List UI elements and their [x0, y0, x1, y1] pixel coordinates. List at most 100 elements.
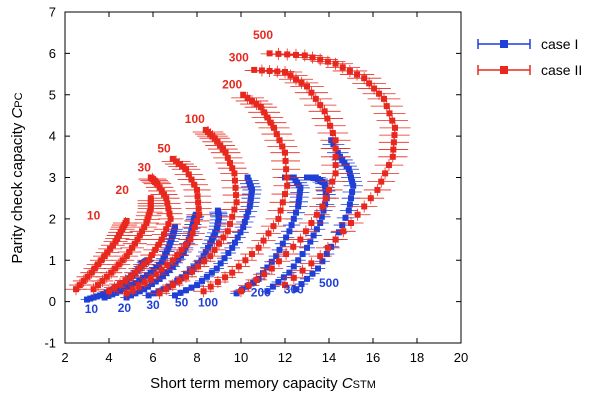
data-point	[139, 228, 145, 235]
y-tick-label: 4	[49, 129, 56, 144]
data-point	[296, 189, 303, 196]
data-point	[109, 242, 116, 249]
data-point	[188, 176, 195, 183]
data-point	[162, 252, 169, 259]
y-tick-label: 3	[49, 170, 56, 185]
data-point	[195, 199, 202, 206]
data-point	[277, 207, 284, 214]
data-point	[322, 195, 329, 202]
curve-300	[230, 64, 351, 298]
data-point	[131, 240, 138, 247]
data-point	[224, 228, 231, 235]
data-point	[177, 289, 184, 296]
curve-label-case2: 30	[138, 160, 152, 174]
data-point	[332, 153, 339, 160]
data-point	[136, 277, 143, 284]
data-point	[123, 253, 130, 260]
data-point	[361, 203, 368, 210]
data-point	[158, 187, 165, 194]
data-point	[346, 201, 353, 208]
data-point	[114, 235, 121, 242]
data-point	[304, 244, 310, 251]
data-point	[104, 249, 111, 256]
y-tick-label: 2	[49, 211, 56, 226]
data-point	[240, 224, 247, 231]
data-point	[271, 124, 277, 131]
data-point	[383, 103, 390, 110]
y-tick-label: -1	[44, 336, 56, 351]
data-point	[148, 252, 155, 259]
data-point	[214, 138, 221, 145]
y-tick-label: 5	[49, 87, 56, 102]
data-point	[235, 263, 242, 270]
data-point	[329, 178, 336, 185]
data-point	[249, 97, 255, 104]
data-point	[270, 223, 277, 230]
data-point	[261, 271, 268, 278]
data-point	[247, 199, 254, 206]
y-tick-label: 1	[49, 253, 56, 268]
data-point	[213, 226, 220, 233]
data-point	[302, 228, 309, 235]
data-point	[163, 226, 170, 233]
data-point	[172, 224, 178, 231]
data-point	[282, 149, 288, 156]
data-point	[210, 233, 217, 240]
data-point	[80, 277, 87, 284]
data-point	[251, 66, 258, 73]
data-point	[145, 283, 152, 290]
curve-50	[116, 155, 213, 300]
data-point	[98, 257, 105, 264]
data-point	[286, 269, 293, 276]
data-point	[222, 149, 229, 156]
data-point	[109, 291, 116, 298]
data-point	[153, 271, 160, 278]
legend-label-case-2: case II	[541, 62, 582, 78]
data-point	[183, 273, 189, 280]
data-point	[290, 263, 297, 270]
data-point	[273, 253, 280, 260]
data-point	[214, 220, 221, 227]
data-point	[283, 174, 290, 181]
data-point	[309, 54, 316, 61]
data-point	[366, 80, 373, 87]
data-point	[290, 243, 297, 250]
data-point	[215, 216, 222, 223]
data-point	[293, 286, 299, 293]
data-point	[348, 220, 354, 227]
x-tick-label: 18	[410, 350, 424, 365]
data-point	[107, 245, 114, 252]
data-point	[269, 283, 276, 290]
data-point	[136, 288, 143, 295]
data-point	[120, 286, 127, 293]
data-point	[144, 216, 151, 223]
data-point	[321, 108, 328, 115]
data-point	[179, 163, 186, 170]
x-axis-title: Short term memory capacity CSTM	[150, 375, 376, 392]
data-point	[229, 213, 236, 220]
data-point	[161, 231, 167, 238]
curve-label-case1: 100	[198, 296, 218, 310]
data-point	[201, 258, 208, 265]
data-point	[385, 162, 392, 169]
data-point	[258, 67, 265, 74]
data-point	[135, 283, 142, 290]
data-point	[265, 230, 272, 237]
data-point	[284, 51, 291, 58]
data-point	[295, 198, 302, 205]
data-point	[313, 226, 320, 233]
data-point	[279, 240, 286, 247]
data-point	[247, 195, 254, 202]
curve-label-case1: 50	[175, 296, 189, 310]
y-tick-label: 7	[49, 5, 56, 20]
data-point	[105, 292, 112, 299]
data-point	[323, 191, 330, 198]
data-point	[298, 79, 305, 86]
curve-100	[149, 125, 250, 300]
data-point	[290, 215, 297, 222]
data-point	[244, 94, 251, 101]
data-point	[322, 184, 329, 191]
data-point	[332, 236, 339, 243]
data-point	[319, 258, 326, 265]
data-point	[195, 263, 202, 270]
